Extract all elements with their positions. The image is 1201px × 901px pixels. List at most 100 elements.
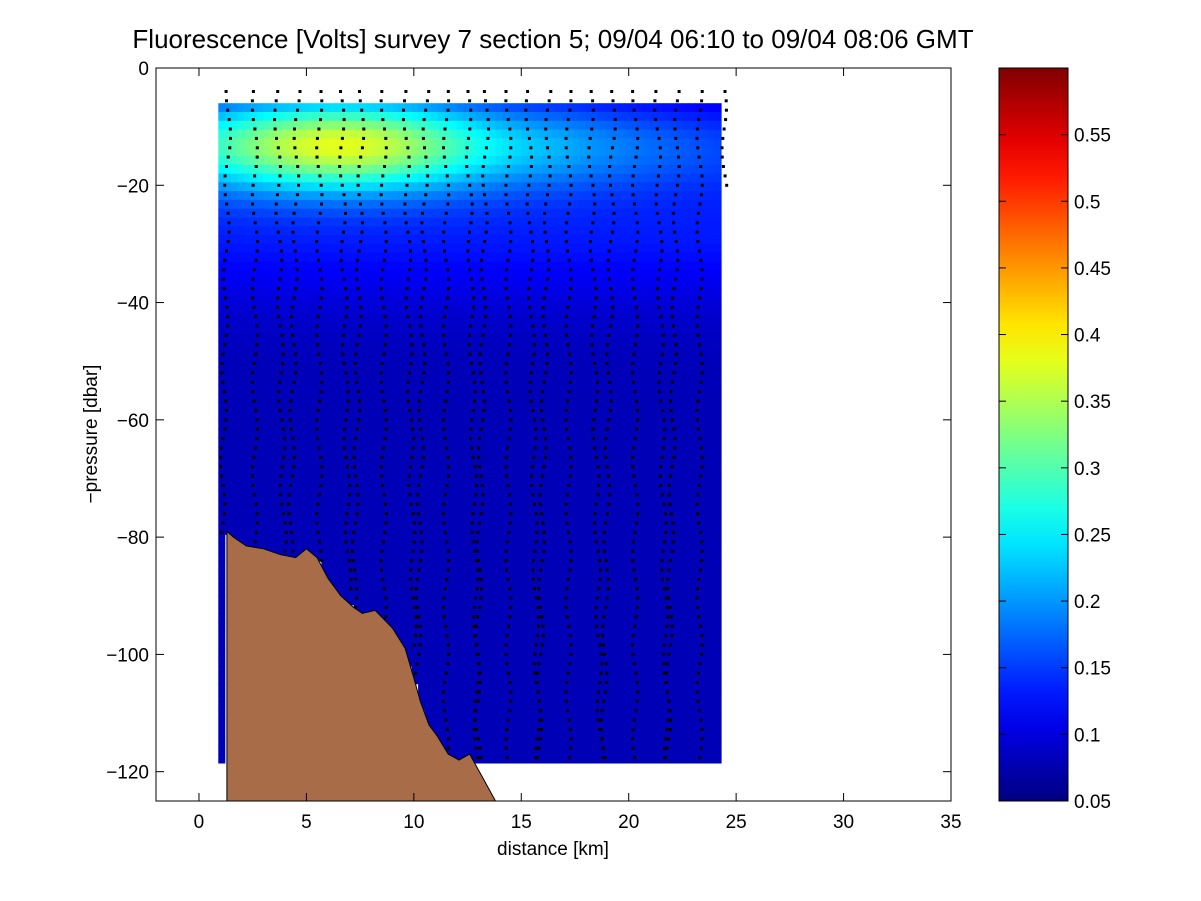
heat-cell: [437, 199, 445, 210]
heat-cell: [263, 252, 271, 263]
heat-cell: [431, 534, 438, 544]
heat-cell: [437, 375, 445, 386]
heat-cell: [637, 261, 645, 271]
heat-cell: [611, 323, 619, 333]
heat-cell: [469, 525, 477, 535]
heat-cell: [282, 120, 290, 131]
heat-cell: [650, 402, 658, 412]
heat-cell: [547, 375, 555, 386]
heat-cell: [605, 173, 613, 183]
heat-cell: [630, 595, 638, 606]
heat-cell: [572, 604, 580, 614]
heat-cell: [302, 455, 310, 465]
heat-cell: [585, 446, 593, 456]
heat-cell: [463, 657, 471, 667]
heat-cell: [282, 446, 290, 456]
heat-cell: [585, 340, 593, 351]
heat-cell: [418, 674, 426, 685]
heat-cell: [476, 692, 484, 702]
heat-cell: [327, 305, 335, 315]
heat-cell: [373, 525, 380, 535]
heat-cell: [669, 657, 677, 667]
heat-cell: [385, 490, 393, 500]
heat-cell: [469, 472, 477, 482]
heat-cell: [366, 191, 374, 201]
heat-cell: [392, 261, 400, 271]
heat-cell: [682, 129, 690, 139]
heat-cell: [508, 657, 516, 667]
heat-cell: [547, 534, 555, 544]
heat-cell: [269, 375, 277, 386]
heat-cell: [637, 701, 645, 711]
heat-cell: [501, 226, 509, 236]
heat-cell: [688, 657, 696, 667]
heat-cell: [618, 534, 625, 544]
heat-cell: [263, 261, 271, 271]
heat-cell: [508, 156, 516, 166]
heat-cell: [308, 393, 316, 403]
heat-cell: [334, 112, 342, 122]
heat-cell: [418, 419, 426, 430]
heat-cell: [295, 164, 303, 175]
heat-cell: [663, 261, 671, 271]
heat-cell: [682, 754, 690, 764]
heat-cell: [637, 507, 645, 518]
heat-cell: [315, 358, 322, 368]
heat-cell: [521, 648, 529, 658]
heat-cell: [385, 507, 393, 518]
heat-cell: [353, 296, 361, 307]
heat-cell: [579, 490, 587, 500]
heat-cell: [650, 472, 658, 482]
heat-cell: [321, 226, 329, 236]
heat-cell: [366, 411, 374, 421]
heat-cell: [630, 534, 638, 544]
heat-cell: [514, 402, 522, 412]
heat-cell: [431, 393, 438, 403]
heat-cell: [218, 261, 226, 271]
heat-cell: [295, 543, 303, 553]
heat-cell: [463, 525, 471, 535]
heat-cell: [650, 516, 658, 526]
heat-cell: [360, 402, 368, 412]
heat-cell: [547, 736, 555, 746]
heat-cell: [618, 112, 625, 122]
heat-cell: [450, 499, 458, 509]
heat-cell: [315, 472, 322, 482]
heat-cell: [398, 613, 406, 623]
heat-cell: [521, 323, 529, 333]
heat-cell: [566, 551, 574, 562]
heat-cell: [405, 622, 413, 632]
heat-cell: [244, 279, 252, 289]
heat-cell: [624, 323, 632, 333]
heat-cell: [244, 156, 252, 166]
heat-cell: [398, 287, 406, 298]
heat-cell: [334, 411, 342, 421]
heat-cell: [663, 437, 671, 447]
heat-cell: [656, 463, 664, 474]
heat-cell: [463, 279, 471, 289]
heat-cell: [682, 604, 690, 614]
heat-cell: [598, 666, 606, 676]
heat-cell: [559, 147, 567, 157]
heat-cell: [456, 578, 464, 588]
heat-cell: [327, 507, 335, 518]
heat-cell: [411, 604, 419, 614]
heat-cell: [688, 164, 696, 175]
heat-cell: [263, 217, 271, 227]
heat-cell: [643, 208, 651, 219]
heat-cell: [385, 323, 393, 333]
heat-cell: [688, 358, 696, 368]
heat-cell: [340, 402, 348, 412]
heat-cell: [624, 217, 632, 227]
heat-cell: [373, 147, 380, 157]
heat-cell: [424, 560, 432, 570]
heat-cell: [237, 534, 245, 544]
heat-cell: [611, 305, 619, 315]
heat-cell: [424, 639, 432, 650]
heat-cell: [650, 551, 658, 562]
heat-cell: [540, 534, 548, 544]
heat-cell: [456, 129, 464, 139]
heat-cell: [495, 534, 503, 544]
heat-cell: [495, 208, 503, 219]
heat-cell: [257, 305, 264, 315]
